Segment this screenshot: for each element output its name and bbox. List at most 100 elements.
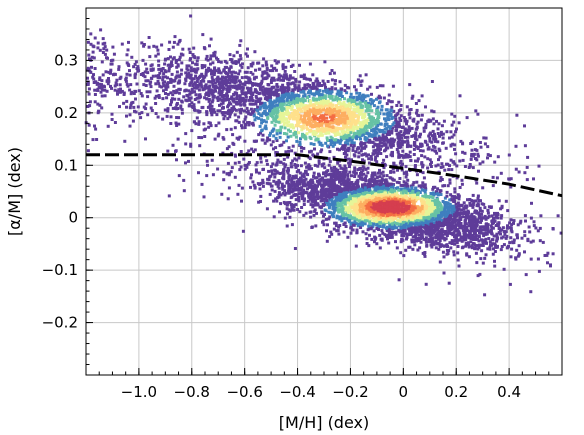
density-point [322,82,326,86]
density-point [301,100,305,104]
density-point [360,99,364,103]
density-point [150,109,154,112]
density-point [390,100,394,104]
density-point [290,107,294,111]
density-point [132,105,136,109]
density-point [416,248,420,252]
density-point [368,85,372,89]
density-point [327,87,331,91]
density-point [317,134,321,138]
density-point [100,60,104,64]
density-point [128,88,132,92]
density-point [382,143,386,147]
density-point [220,91,224,95]
density-point [313,111,317,115]
density-point [359,134,363,138]
density-point [443,196,447,200]
density-point [309,129,313,132]
density-point [487,237,491,240]
density-point [180,61,184,65]
density-point [380,108,384,112]
density-point [348,114,351,118]
density-point [270,129,274,133]
density-point [235,87,239,91]
density-point [166,57,170,61]
density-point [251,102,255,106]
density-point [338,127,342,130]
density-point [301,125,305,128]
density-point [415,180,419,184]
density-point [349,225,353,229]
density-point [438,179,442,183]
density-point [294,102,297,106]
density-point [224,71,228,75]
density-point [144,79,148,83]
density-point [290,111,294,115]
density-point [371,145,375,149]
density-point [424,188,428,191]
density-point [215,113,219,117]
density-point [319,106,323,110]
density-point [243,139,247,143]
density-point [134,60,138,64]
density-point [341,178,345,182]
density-point [168,40,172,44]
density-point [146,95,150,99]
density-point [321,93,325,97]
density-point [315,130,318,134]
density-point [211,98,215,102]
density-point [338,164,342,168]
density-point [243,163,247,167]
density-point [293,87,297,91]
density-point [491,226,495,230]
density-point [88,104,92,108]
density-point [239,99,243,103]
density-point [157,59,161,63]
density-point [398,143,402,147]
density-point [438,134,441,138]
density-point [281,75,285,79]
density-point [303,111,307,114]
density-point [364,103,368,107]
density-point [227,89,231,93]
density-point [422,176,426,180]
density-point [315,90,319,94]
density-point [315,179,319,183]
density-point [175,103,179,107]
density-point [408,155,412,159]
density-point [401,140,405,144]
density-point [249,107,253,111]
density-point [103,85,106,89]
density-point [116,92,119,96]
density-point [91,138,95,142]
density-point [308,101,312,105]
density-point [496,216,500,220]
density-point [170,72,174,76]
density-point [237,60,240,64]
density-point [352,144,356,148]
density-point [241,86,245,90]
density-point [385,108,389,112]
density-point [390,137,394,141]
density-point [282,162,286,166]
density-point [307,163,311,167]
density-point [383,187,386,191]
density-point [244,123,248,127]
density-point [238,43,242,47]
density-point [208,68,212,72]
density-point [447,202,451,206]
density-point [309,149,313,153]
density-point [213,110,217,114]
density-point [359,144,363,148]
density-point [312,104,316,107]
density-point [341,110,345,114]
density-point [274,88,278,92]
density-point [398,177,402,180]
density-point [364,124,368,128]
density-point [286,59,290,63]
density-point [186,94,190,98]
density-point [164,75,168,79]
density-point [414,102,418,105]
density-point [367,112,371,116]
density-point [476,237,479,241]
